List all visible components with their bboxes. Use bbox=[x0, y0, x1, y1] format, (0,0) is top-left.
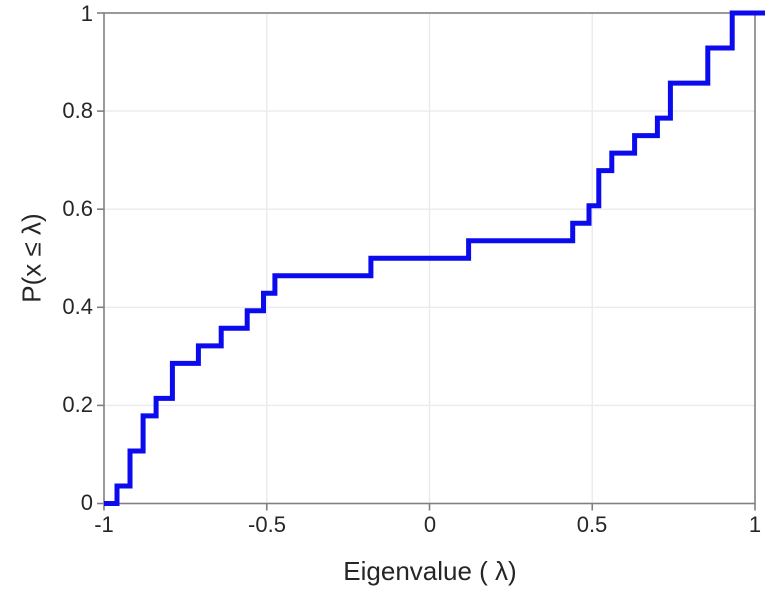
y-tick-label: 0 bbox=[80, 490, 93, 515]
y-tick-label: 0.2 bbox=[62, 392, 93, 417]
y-axis-label: P(x ≤ λ) bbox=[16, 213, 47, 303]
y-tick-label: 0.4 bbox=[62, 294, 93, 319]
x-tick-label: 1 bbox=[748, 512, 762, 537]
x-axis-label: Eigenvalue ( λ) bbox=[343, 556, 517, 586]
x-tick-label: 0 bbox=[423, 512, 437, 537]
y-tick-label: 1 bbox=[80, 1, 93, 26]
grid-lines bbox=[104, 13, 755, 504]
ecdf-step-line bbox=[104, 10, 765, 506]
x-tick-label: -0.5 bbox=[248, 512, 286, 537]
x-tick-label: -1 bbox=[94, 512, 114, 537]
y-tick-label: 0.6 bbox=[62, 196, 93, 221]
axis-tick-marks bbox=[97, 12, 756, 511]
y-tick-label: 0.8 bbox=[62, 98, 93, 123]
x-tick-label: 0.5 bbox=[576, 512, 608, 537]
